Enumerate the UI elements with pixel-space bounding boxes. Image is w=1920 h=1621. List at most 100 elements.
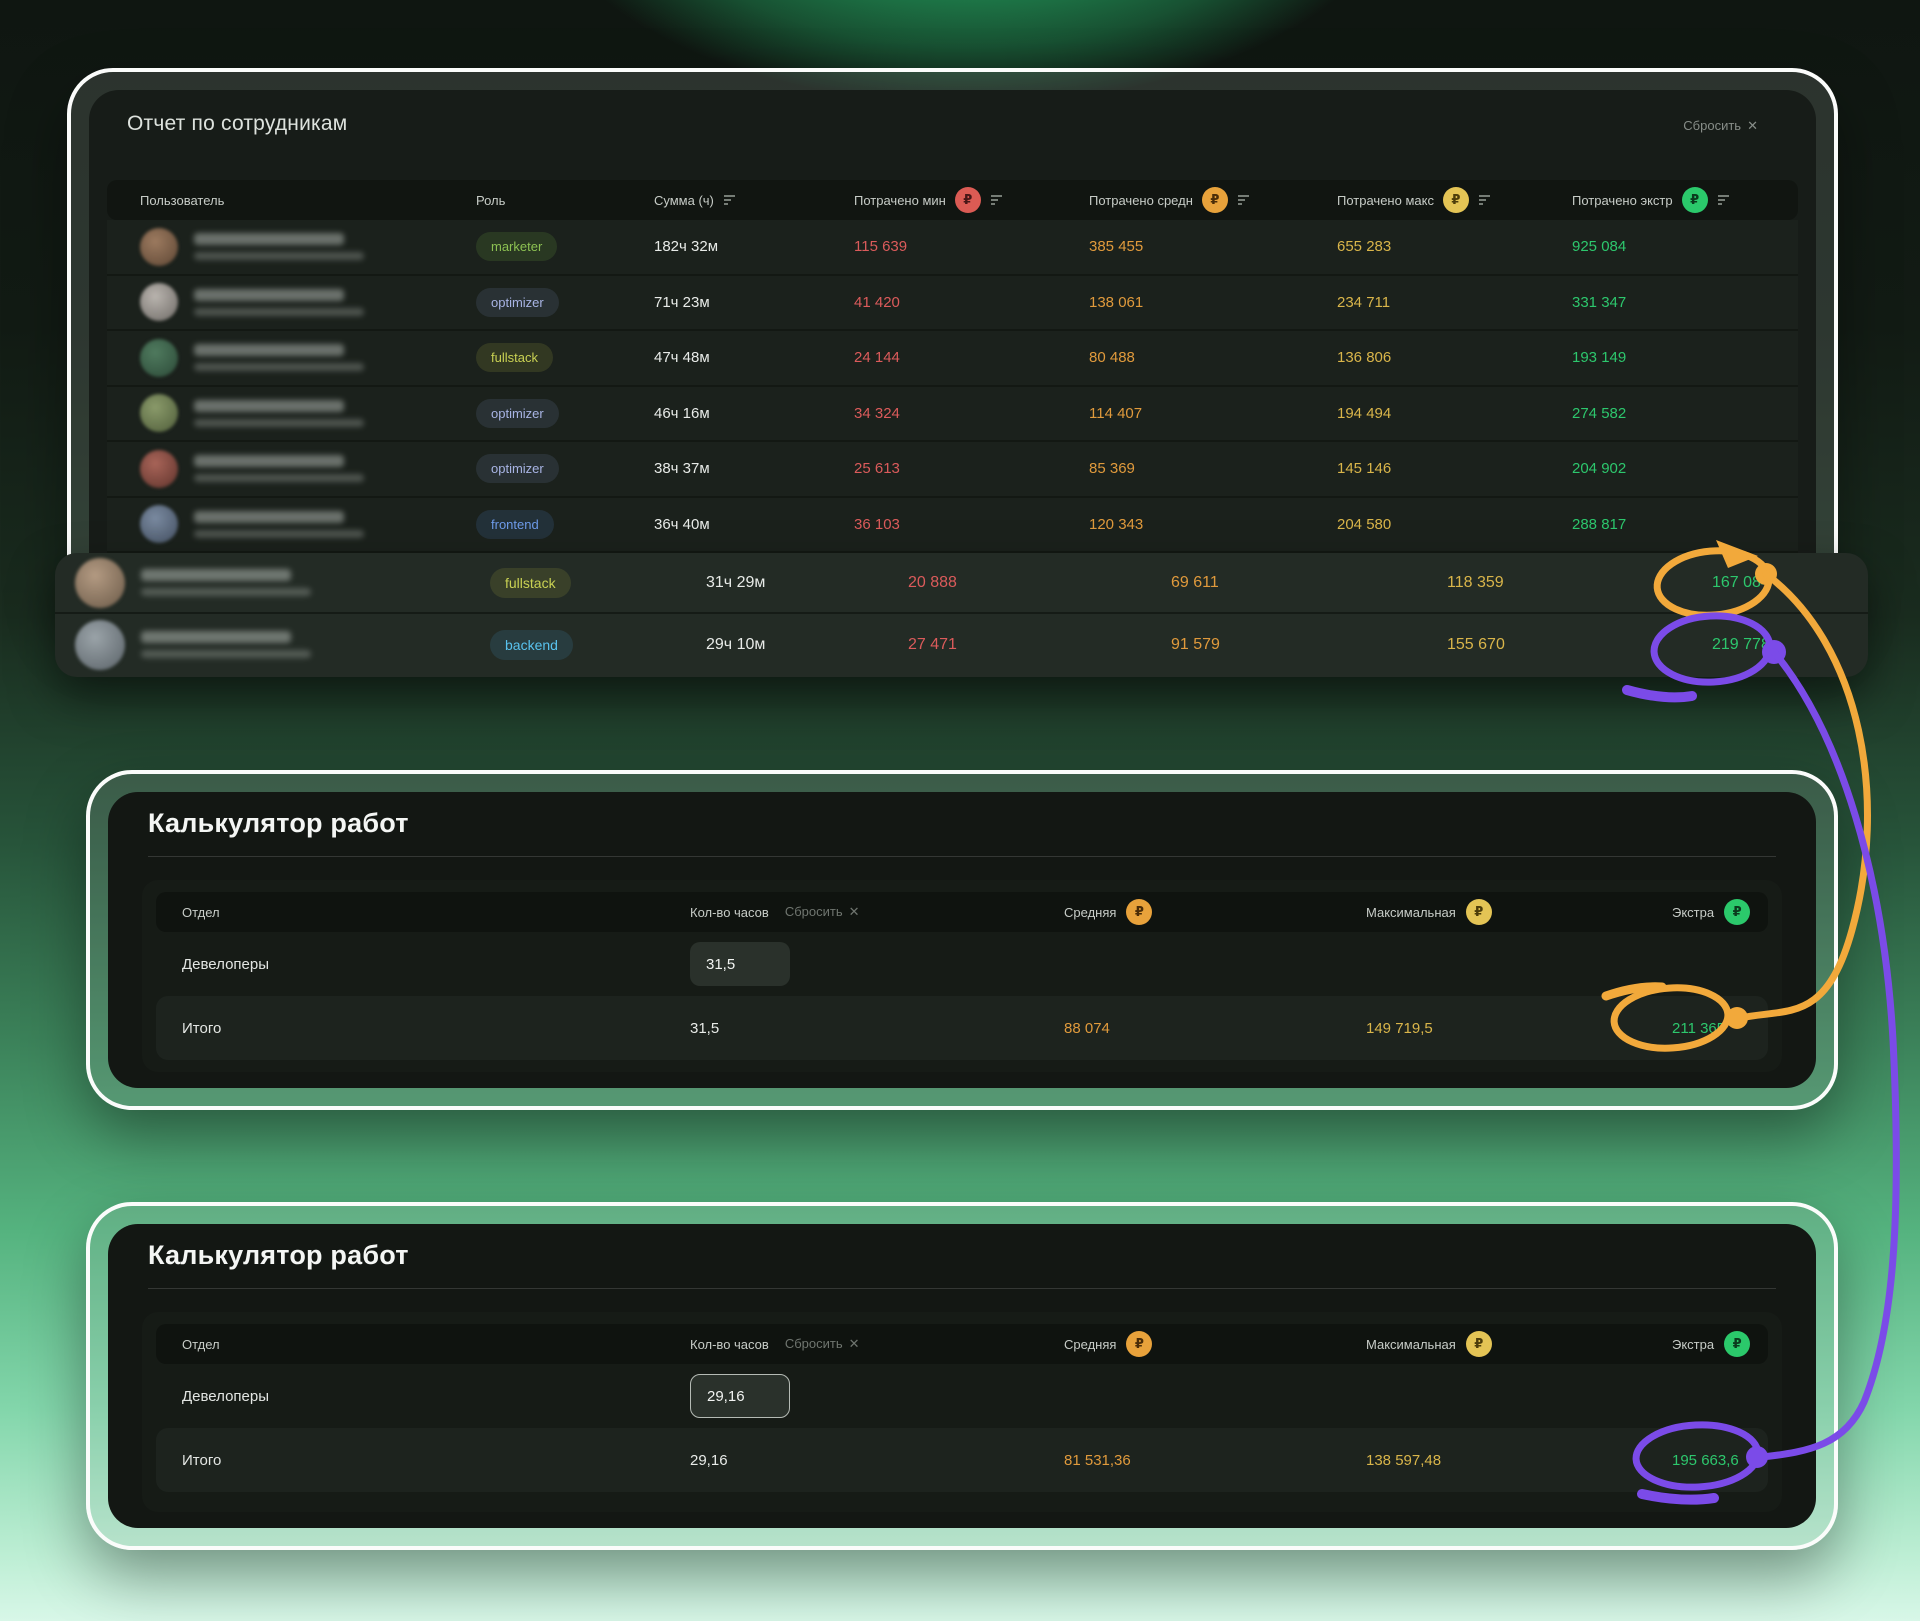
ruble-badge-extra: ₽ <box>1724 899 1751 925</box>
sum-hours: 182ч 32м <box>654 238 719 256</box>
spent-max: 155 670 <box>1447 635 1505 653</box>
highlighted-rows-strip: fullstack 31ч 29м 20 888 69 611 118 359 … <box>55 553 1868 677</box>
calc1-table: Отдел Кол-во часов Сбросить ✕ Средняя ₽ М… <box>142 880 1782 1072</box>
sort-icon[interactable] <box>1478 194 1492 206</box>
hours-reset-button[interactable]: Сбросить ✕ <box>784 1336 860 1351</box>
avatar <box>140 394 178 433</box>
table-row[interactable]: marketer 182ч 32м 115 639 385 455 655 28… <box>107 220 1798 276</box>
user-email-redacted <box>194 252 364 261</box>
user-email-redacted <box>194 418 364 427</box>
col-hours: Кол-во часов Сбросить ✕ <box>690 1336 860 1352</box>
user-email-redacted <box>194 474 364 483</box>
col-extra[interactable]: Потрачено экстр ₽ <box>1572 187 1798 213</box>
calc2-table: Отдел Кол-во часов Сбросить ✕ Средняя ₽ М… <box>142 1312 1782 1512</box>
spent-max: 136 806 <box>1337 349 1392 367</box>
spent-max: 194 494 <box>1337 404 1392 422</box>
spent-max: 204 580 <box>1337 515 1392 533</box>
spent-min: 27 471 <box>908 635 957 653</box>
sum-hours: 31ч 29м <box>706 573 766 591</box>
col-max[interactable]: Потрачено макс ₽ <box>1337 187 1572 213</box>
total-row: Итого 31,5 88 074 149 719,5 211 365 <box>156 996 1768 1060</box>
avatar <box>140 283 178 322</box>
table-row[interactable]: backend 29ч 10м 27 471 91 579 219 778 15… <box>55 614 1868 675</box>
sum-hours: 47ч 48м <box>654 349 710 367</box>
total-extra: 211 365 <box>1672 1019 1726 1037</box>
role-badge: marketer <box>476 232 558 262</box>
total-hours: 31,5 <box>690 1019 720 1037</box>
close-icon: ✕ <box>848 1336 860 1351</box>
role-badge: optimizer <box>476 287 559 317</box>
work-calculator-panel-2: Калькулятор работ Отдел Кол-во часов Сбр… <box>86 1202 1838 1550</box>
page-title: Отчет по сотрудникам <box>127 112 348 135</box>
user-email-redacted <box>141 650 311 658</box>
total-row: Итого 29,16 81 531,36 138 597,48 195 663… <box>156 1428 1768 1492</box>
spent-avg: 69 611 <box>1171 573 1219 591</box>
sum-hours: 36ч 40м <box>654 515 710 533</box>
calc1-table-header: Отдел Кол-во часов Сбросить ✕ Средняя ₽ М… <box>156 892 1768 932</box>
report-table-body: marketer 182ч 32м 115 639 385 455 655 28… <box>107 220 1798 553</box>
ruble-badge-avg: ₽ <box>1201 187 1228 213</box>
col-role: Роль <box>476 192 506 208</box>
calc1-title: Калькулятор работ <box>148 808 409 838</box>
spent-avg: 114 407 <box>1089 404 1143 422</box>
total-hours: 29,16 <box>690 1451 728 1469</box>
spent-max: 118 359 <box>1447 573 1504 591</box>
user-email-redacted <box>141 588 311 596</box>
role-badge: frontend <box>476 509 554 539</box>
total-max: 138 597,48 <box>1366 1451 1442 1469</box>
work-calculator-panel-1: Калькулятор работ Отдел Кол-во часов Сбр… <box>86 770 1838 1110</box>
sort-icon[interactable] <box>723 194 737 206</box>
table-row[interactable]: frontend 36ч 40м 36 103 120 343 204 580 … <box>107 497 1798 553</box>
table-row[interactable]: optimizer 46ч 16м 34 324 114 407 194 494… <box>107 386 1798 442</box>
close-icon: ✕ <box>1747 118 1758 133</box>
user-name-redacted <box>194 288 344 301</box>
report-reset-button[interactable]: Сбросить ✕ <box>1683 118 1758 134</box>
col-sum[interactable]: Сумма (ч) <box>654 193 854 208</box>
col-max: Максимальная ₽ <box>1366 899 1672 925</box>
table-row[interactable]: fullstack 31ч 29м 20 888 69 611 118 359 … <box>55 553 1868 614</box>
spent-min: 115 639 <box>854 238 908 256</box>
user-name-redacted <box>194 455 344 468</box>
table-row[interactable]: fullstack 47ч 48м 24 144 80 488 136 806 … <box>107 331 1798 387</box>
col-min[interactable]: Потрачено мин ₽ <box>854 187 1089 213</box>
sum-hours: 71ч 23м <box>654 293 710 311</box>
spent-max: 145 146 <box>1337 460 1392 478</box>
spent-avg: 85 369 <box>1089 460 1135 478</box>
hours-input[interactable] <box>690 942 790 986</box>
col-avg[interactable]: Потрачено средн ₽ <box>1089 187 1337 213</box>
reset-label: Сбросить <box>1683 118 1742 133</box>
spent-extra: 925 084 <box>1572 238 1627 256</box>
role-badge: optimizer <box>476 454 559 484</box>
avatar <box>75 557 125 608</box>
spent-extra: 204 902 <box>1572 460 1627 478</box>
sort-icon[interactable] <box>990 194 1004 206</box>
hours-input[interactable] <box>690 1374 790 1418</box>
col-max: Максимальная ₽ <box>1366 1331 1672 1357</box>
user-name-redacted <box>194 399 344 412</box>
total-label: Итого <box>182 1019 222 1037</box>
user-name-redacted <box>194 344 344 357</box>
spent-avg: 91 579 <box>1171 635 1220 653</box>
user-name-redacted <box>141 569 291 581</box>
spent-extra: 167 084 <box>1712 573 1770 591</box>
avatar <box>140 338 178 377</box>
spent-max: 655 283 <box>1337 238 1392 256</box>
sort-icon[interactable] <box>1237 194 1251 206</box>
spent-min: 36 103 <box>854 515 900 533</box>
spent-avg: 138 061 <box>1089 293 1144 311</box>
table-row[interactable]: optimizer 38ч 37м 25 613 85 369 145 146 … <box>107 442 1798 498</box>
close-icon: ✕ <box>848 904 860 919</box>
table-row[interactable]: optimizer 71ч 23м 41 420 138 061 234 711… <box>107 275 1798 331</box>
spent-min: 24 144 <box>854 349 900 367</box>
col-dept: Отдел <box>182 1336 220 1352</box>
total-avg: 81 531,36 <box>1064 1451 1131 1469</box>
total-label: Итого <box>182 1451 222 1469</box>
spent-extra: 193 149 <box>1572 349 1627 367</box>
col-extra: Экстра ₽ <box>1672 899 1768 925</box>
ruble-badge-extra: ₽ <box>1724 1331 1751 1357</box>
hours-reset-button[interactable]: Сбросить ✕ <box>784 904 860 919</box>
ruble-badge-max: ₽ <box>1442 187 1469 213</box>
col-extra: Экстра ₽ <box>1672 1331 1768 1357</box>
sort-icon[interactable] <box>1717 194 1731 206</box>
ruble-badge-min: ₽ <box>954 187 981 213</box>
